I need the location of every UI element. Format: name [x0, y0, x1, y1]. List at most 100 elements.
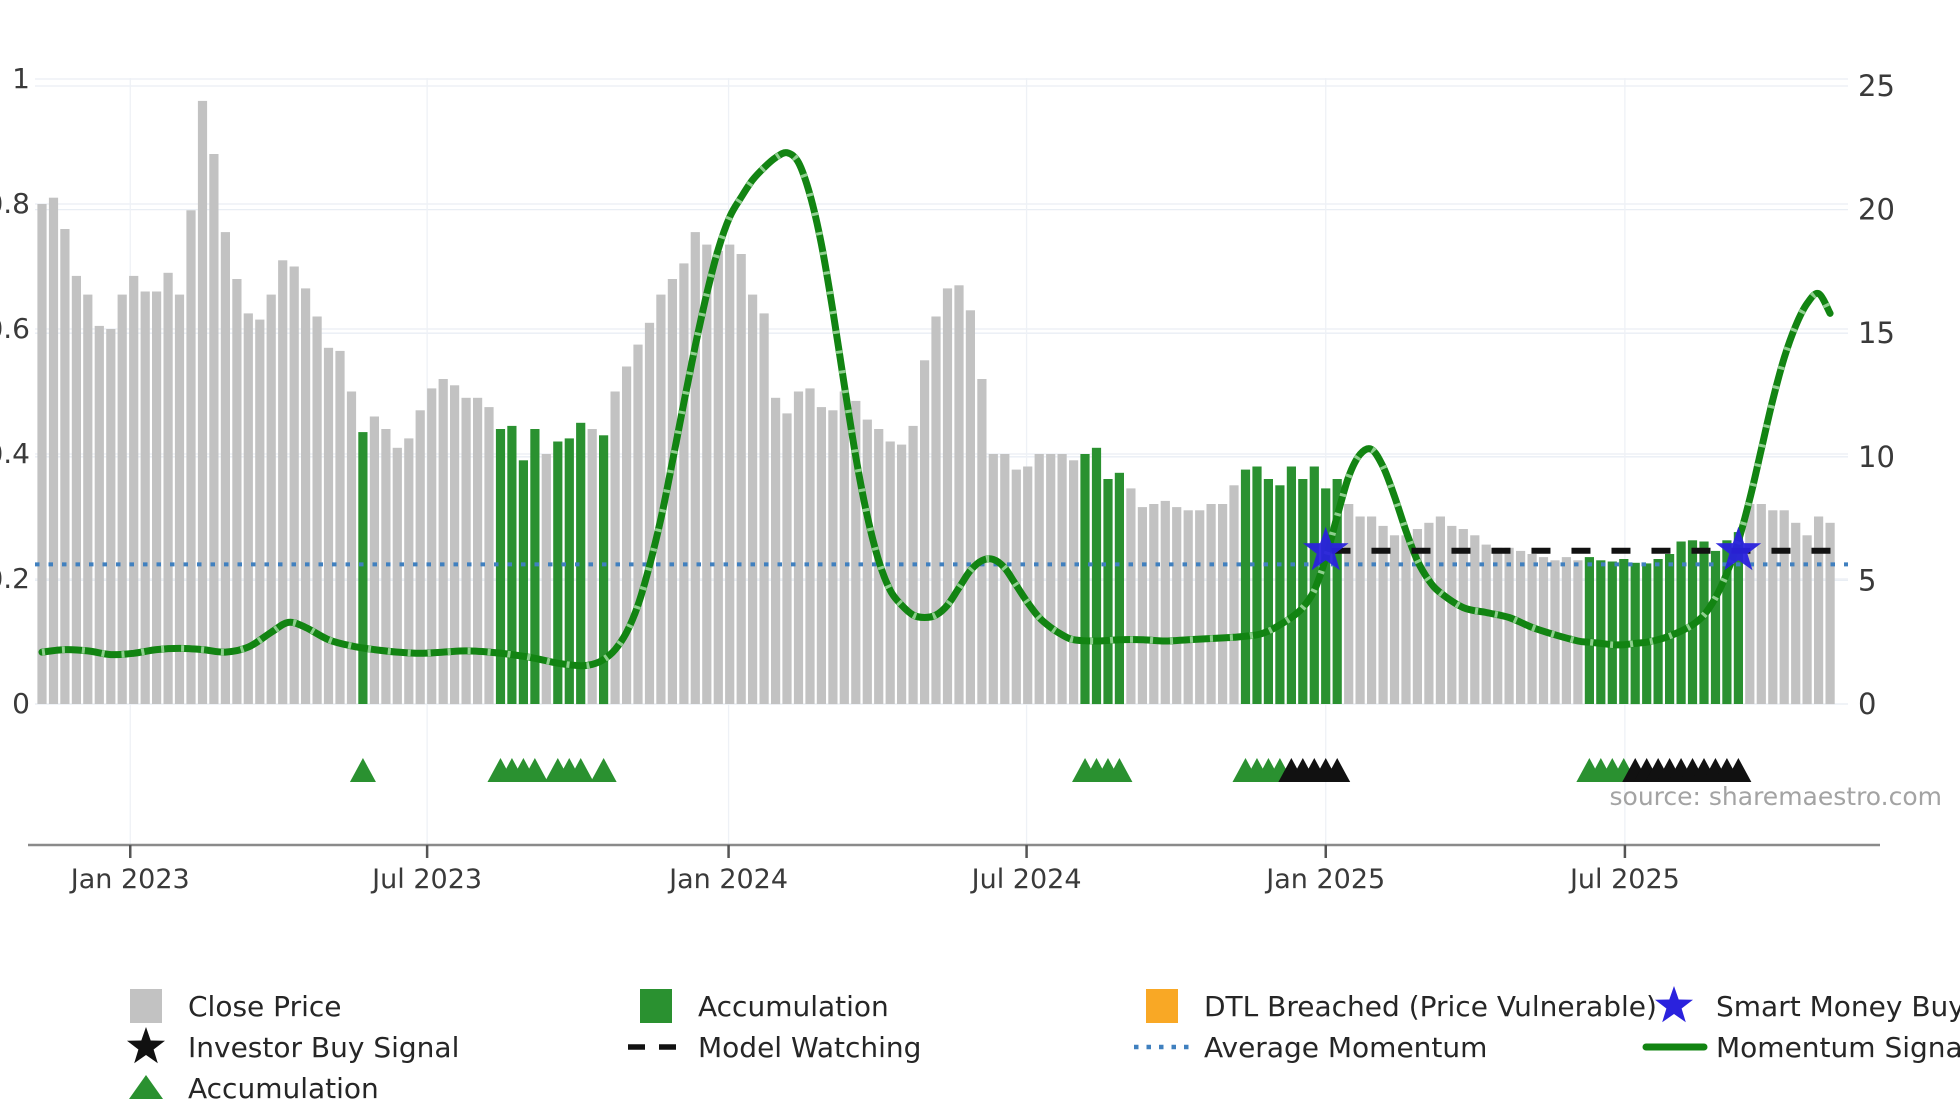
legend-label-close-price: Close Price — [188, 989, 342, 1023]
accumulation-bar — [530, 429, 540, 704]
close-price-bar — [415, 410, 425, 705]
close-price-bar — [278, 260, 288, 705]
star-swatch-icon — [127, 1027, 165, 1064]
square-swatch-icon — [130, 989, 162, 1023]
accumulation-bar — [1114, 472, 1124, 705]
close-price-bar — [484, 407, 494, 704]
close-price-bar — [1504, 547, 1514, 705]
accumulation-bar — [1080, 454, 1090, 704]
close-price-bar — [1791, 522, 1801, 705]
legend-label-dtl-breached: DTL Breached (Price Vulnerable) — [1204, 989, 1657, 1023]
close-price-bar — [759, 313, 769, 704]
close-price-bar — [312, 316, 322, 704]
close-price-bar — [1401, 535, 1411, 705]
left-tick-label: 0.6 — [0, 312, 30, 345]
dotted-line-swatch-icon — [1134, 1044, 1192, 1050]
legend-item-investor-buy-signal: Investor Buy Signal — [112, 1027, 459, 1067]
close-price-bar — [1069, 460, 1079, 705]
close-price-bar — [1367, 516, 1377, 704]
close-price-bar — [725, 244, 735, 704]
close-price-bar — [1160, 500, 1170, 704]
accumulation-bar — [495, 429, 506, 704]
close-price-bar — [1378, 525, 1388, 704]
triangle-swatch-icon — [129, 1075, 163, 1099]
close-price-bar — [931, 316, 941, 704]
close-price-bar — [610, 391, 620, 704]
close-price-bar — [713, 250, 723, 704]
close-price-bar — [1057, 454, 1067, 704]
x-tick-label: Jul 2024 — [970, 864, 1082, 895]
close-price-bar — [392, 447, 402, 705]
accumulation-bar — [1653, 559, 1663, 704]
close-price-bar — [839, 391, 849, 704]
legend-item-model-watching: Model Watching — [622, 1027, 921, 1067]
accumulation-bar — [358, 432, 368, 704]
right-tick-label: 0 — [1858, 687, 1876, 721]
accumulation-bar — [1630, 562, 1640, 705]
right-tick-label: 5 — [1858, 563, 1876, 597]
close-price-bar — [988, 454, 998, 704]
right-axis-labels: 0 5 10 15 20 25 — [1858, 69, 1895, 721]
left-tick-label: 0.8 — [0, 187, 30, 220]
legend-item-momentum-signal: Momentum Signal — [1640, 1027, 1960, 1067]
close-price-bar — [71, 275, 81, 704]
close-price-bar — [174, 294, 185, 704]
legend-label-model-watching: Model Watching — [698, 1030, 922, 1064]
accumulation-triangle-marker — [1106, 758, 1133, 783]
close-price-bar — [920, 360, 930, 705]
close-price-bar — [656, 294, 666, 704]
square-swatch-icon — [640, 989, 672, 1023]
close-price-bar — [1034, 454, 1044, 704]
right-tick-label: 15 — [1858, 316, 1895, 350]
accumulation-bar — [1676, 541, 1686, 704]
close-price-bar — [587, 429, 597, 704]
left-tick-label: 0.4 — [0, 437, 30, 470]
accumulation-bar — [1263, 479, 1273, 704]
accumulation-bar — [1332, 479, 1342, 704]
close-price-bar — [1149, 504, 1159, 704]
accumulation-bar — [599, 435, 609, 705]
close-price-bar — [748, 294, 758, 704]
close-price-bar — [266, 294, 276, 704]
close-price-bar — [232, 279, 242, 704]
close-price-bar — [117, 294, 127, 704]
legend-item-accumulation-marker: Accumulation — [112, 1068, 379, 1102]
investor-buy-triangle-marker — [1725, 758, 1752, 783]
accumulation-bar — [1321, 488, 1331, 704]
close-price-bar — [942, 288, 953, 704]
close-price-bar — [667, 279, 677, 704]
close-price-bar — [163, 272, 173, 704]
close-price-bar — [1344, 504, 1354, 704]
close-price-bar — [1458, 529, 1468, 704]
accumulation-bar — [1240, 469, 1251, 704]
close-price-bar — [48, 197, 59, 704]
dashed-line-swatch-icon — [628, 1044, 686, 1050]
close-price-bar — [381, 429, 391, 704]
accumulation-triangle-marker — [349, 758, 376, 783]
close-price-bar — [954, 285, 964, 705]
close-price-bar — [782, 413, 792, 704]
smart-money-buy-star — [1715, 526, 1762, 571]
right-tick-label: 10 — [1858, 440, 1895, 474]
smart-money-buy-star — [1302, 526, 1349, 571]
left-tick-label: 1 — [12, 62, 30, 95]
close-price-bar — [461, 397, 471, 705]
close-price-bar — [1435, 516, 1445, 704]
close-price-bar — [106, 329, 116, 704]
accumulation-bar — [518, 460, 528, 705]
close-price-bar — [897, 444, 907, 704]
close-price-bar — [1412, 529, 1422, 704]
close-price-bar — [289, 266, 299, 704]
close-price-bar — [885, 441, 895, 704]
close-price-bar — [644, 322, 655, 705]
momentum-signal-line-highlight — [41, 149, 1833, 669]
close-price-bar — [129, 275, 139, 704]
legend-label-accumulation-bar: Accumulation — [698, 989, 889, 1023]
close-price-bar — [37, 204, 47, 704]
close-price-bar — [851, 400, 861, 704]
legend-label-momentum-signal: Momentum Signal — [1716, 1030, 1960, 1064]
accumulation-triangle-marker — [567, 758, 594, 783]
close-price-bar — [1046, 454, 1056, 704]
close-price-bar — [1779, 510, 1789, 705]
accumulation-bar — [1722, 540, 1732, 705]
